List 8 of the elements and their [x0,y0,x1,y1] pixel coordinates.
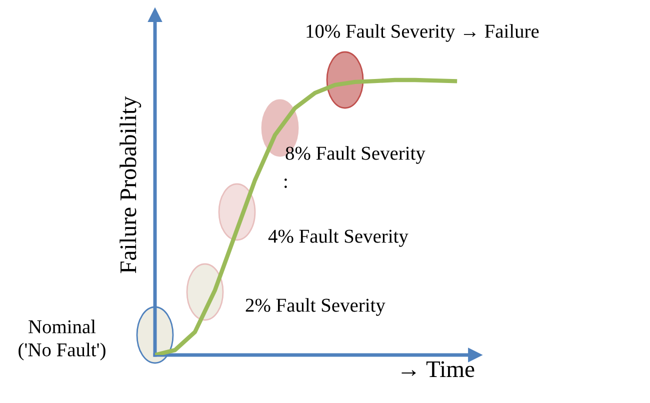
y-axis-title: Failure Probability [120,96,142,274]
annotation: 4% Fault Severity [268,229,408,247]
text: Nominal ('No Fault') [18,320,106,360]
annotation: 2% Fault Severity [246,298,386,316]
text: 10% Fault Severity → Failure [306,24,539,42]
annotation: 8% Fault Severity [286,146,426,164]
x-axis-title: → Time [402,361,474,378]
annotation: : [284,178,287,188]
